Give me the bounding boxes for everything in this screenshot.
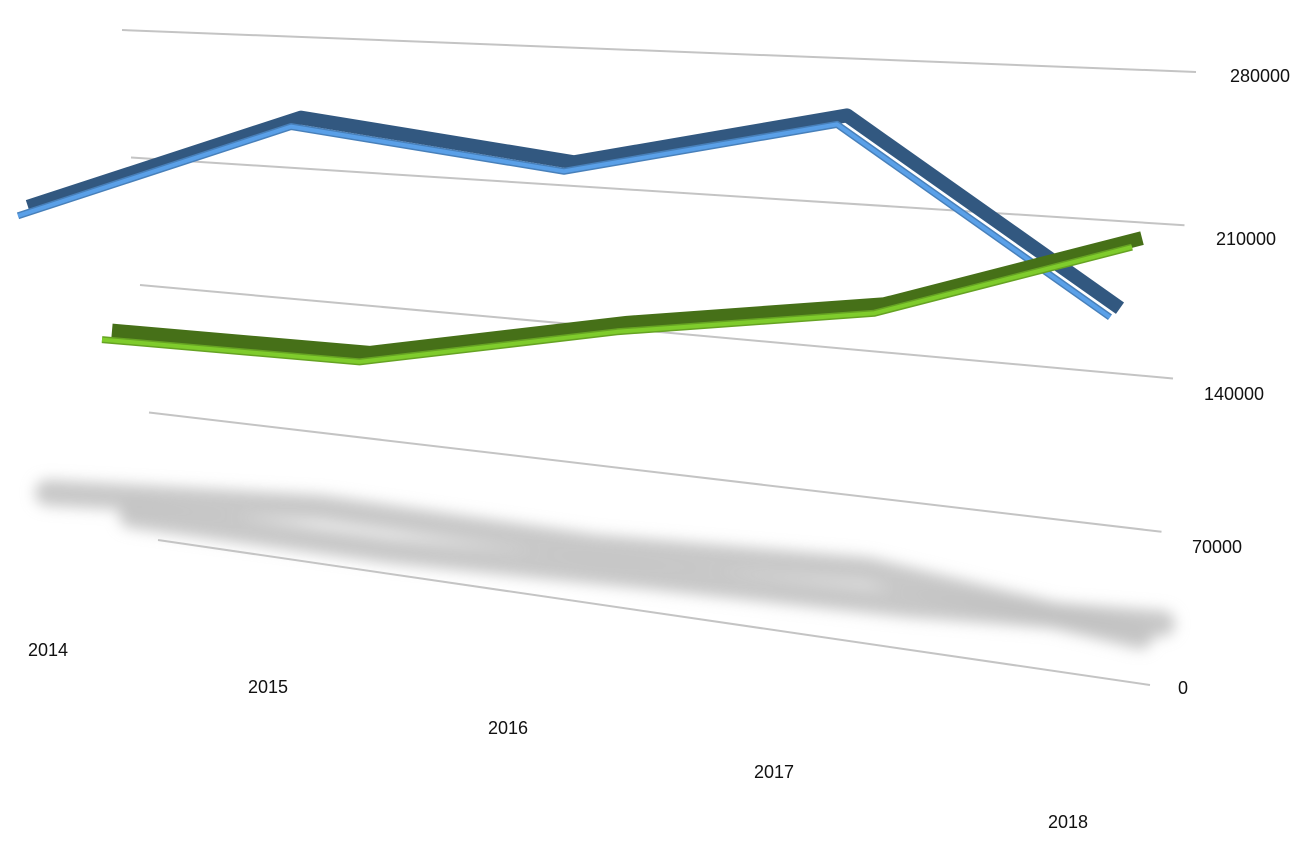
series-line-top-face [111,231,1144,360]
series-shadow [35,479,1153,650]
x-tick-label: 2018 [1048,812,1088,832]
series-shadows [35,479,1175,650]
y-tick-label: 140000 [1204,384,1264,404]
gridline-70000 [148,411,1162,533]
y-axis-tick-labels: 0 70000 140000 210000 280000 [1178,66,1290,698]
y-tick-label: 0 [1178,678,1188,698]
gridline-280000 [121,29,1197,73]
series-shadow [119,502,1175,637]
x-tick-label: 2017 [754,762,794,782]
x-tick-label: 2015 [248,677,288,697]
x-axis-tick-labels: 2014 2015 2016 2017 2018 [28,640,1088,832]
gridline-210000 [130,156,1185,227]
y-tick-label: 210000 [1216,229,1276,249]
series-lines [16,108,1144,366]
y-tick-label: 280000 [1230,66,1290,86]
y-tick-label: 70000 [1192,537,1242,557]
gridline-0 [157,539,1151,686]
x-tick-label: 2016 [488,718,528,738]
x-tick-label: 2014 [28,640,68,660]
series-line-top-face [25,108,1125,314]
